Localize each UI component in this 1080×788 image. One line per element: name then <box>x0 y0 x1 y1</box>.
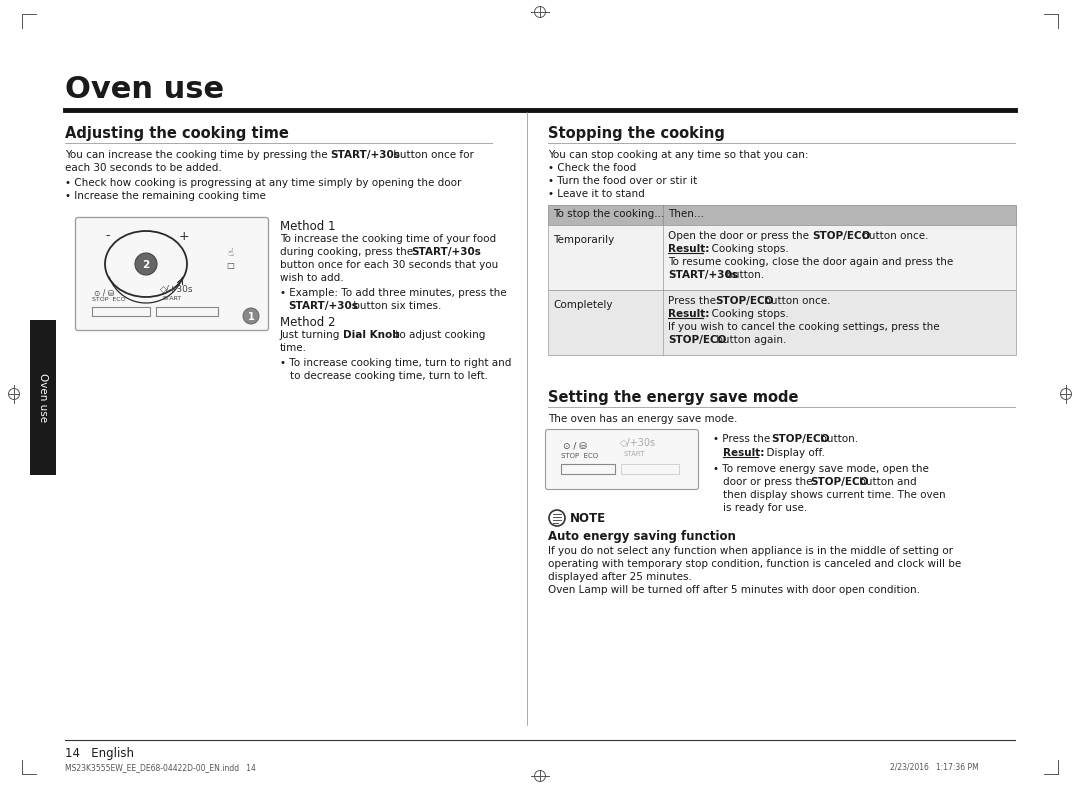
Text: ◇/+30s: ◇/+30s <box>160 285 193 294</box>
Text: MS23K3555EW_EE_DE68-04422D-00_EN.indd   14: MS23K3555EW_EE_DE68-04422D-00_EN.indd 14 <box>65 763 256 772</box>
Text: Dial Knob: Dial Knob <box>343 330 400 340</box>
Text: Auto energy saving function: Auto energy saving function <box>548 530 735 543</box>
Text: button once.: button once. <box>859 231 929 241</box>
Text: Adjusting the cooking time: Adjusting the cooking time <box>65 126 288 141</box>
Text: STOP/ECO: STOP/ECO <box>715 296 773 306</box>
Text: Result:: Result: <box>669 244 710 254</box>
Text: If you do not select any function when appliance is in the middle of setting or: If you do not select any function when a… <box>548 546 953 556</box>
Text: To stop the cooking...: To stop the cooking... <box>553 209 664 219</box>
Bar <box>548 205 1016 225</box>
Text: START/+30s: START/+30s <box>411 247 481 257</box>
Text: START/+30s: START/+30s <box>288 301 357 311</box>
Text: button once for: button once for <box>390 150 474 160</box>
Text: time.: time. <box>280 343 307 353</box>
Text: • Turn the food over or stir it: • Turn the food over or stir it <box>548 176 698 186</box>
Bar <box>548 290 1016 355</box>
Text: ☝: ☝ <box>227 248 233 258</box>
Text: wish to add.: wish to add. <box>280 273 343 283</box>
Text: button.: button. <box>723 270 765 280</box>
Text: ⊙ / ⛁: ⊙ / ⛁ <box>94 288 114 297</box>
Text: To resume cooking, close the door again and press the: To resume cooking, close the door again … <box>669 257 954 267</box>
FancyBboxPatch shape <box>76 217 269 330</box>
Bar <box>621 464 679 474</box>
Text: Oven Lamp will be turned off after 5 minutes with door open condition.: Oven Lamp will be turned off after 5 min… <box>548 585 920 595</box>
FancyBboxPatch shape <box>545 429 699 489</box>
Text: Result:: Result: <box>669 309 710 319</box>
Text: door or press the: door or press the <box>723 477 815 487</box>
Text: Open the door or press the: Open the door or press the <box>669 231 812 241</box>
Text: then display shows current time. The oven: then display shows current time. The ove… <box>723 490 946 500</box>
Circle shape <box>135 253 157 275</box>
Bar <box>30 320 56 475</box>
Text: -: - <box>106 229 110 243</box>
Text: • Example: To add three minutes, press the: • Example: To add three minutes, press t… <box>280 288 507 298</box>
Text: displayed after 25 minutes.: displayed after 25 minutes. <box>548 572 692 582</box>
Circle shape <box>243 308 259 324</box>
Text: STOP  ECO: STOP ECO <box>561 453 598 459</box>
Text: You can increase the cooking time by pressing the: You can increase the cooking time by pre… <box>65 150 330 160</box>
Text: ⊙ / ⛁: ⊙ / ⛁ <box>563 441 586 450</box>
Text: STOP/ECO: STOP/ECO <box>771 434 829 444</box>
Text: You can stop cooking at any time so that you can:: You can stop cooking at any time so that… <box>548 150 809 160</box>
Text: ◇/+30s: ◇/+30s <box>620 438 657 448</box>
Bar <box>548 225 1016 290</box>
Text: • Check the food: • Check the food <box>548 163 636 173</box>
Text: Result:: Result: <box>723 448 765 458</box>
Bar <box>156 307 218 316</box>
Text: Press the: Press the <box>669 296 719 306</box>
Text: START/+30s: START/+30s <box>669 270 738 280</box>
Text: Display off.: Display off. <box>760 448 825 458</box>
Text: STOP/ECO: STOP/ECO <box>669 335 727 345</box>
Text: button and: button and <box>856 477 917 487</box>
Text: Setting the energy save mode: Setting the energy save mode <box>548 390 798 405</box>
Text: □: □ <box>226 261 234 270</box>
Text: to adjust cooking: to adjust cooking <box>392 330 485 340</box>
Text: • To remove energy save mode, open the: • To remove energy save mode, open the <box>713 464 929 474</box>
Text: during cooking, press the: during cooking, press the <box>280 247 417 257</box>
Text: button once for each 30 seconds that you: button once for each 30 seconds that you <box>280 260 498 270</box>
Text: Method 1: Method 1 <box>280 220 336 233</box>
Text: Then...: Then... <box>669 209 704 219</box>
Text: • Press the: • Press the <box>713 434 773 444</box>
Text: Oven use: Oven use <box>38 373 48 422</box>
Text: START: START <box>163 296 183 301</box>
Text: START: START <box>624 451 646 457</box>
Text: button again.: button again. <box>713 335 786 345</box>
Text: The oven has an energy save mode.: The oven has an energy save mode. <box>548 414 738 424</box>
Bar <box>92 307 150 316</box>
Circle shape <box>549 510 565 526</box>
Text: If you wish to cancel the cooking settings, press the: If you wish to cancel the cooking settin… <box>669 322 940 332</box>
Text: +: + <box>178 229 189 243</box>
Text: Cooking stops.: Cooking stops. <box>705 244 788 254</box>
Text: STOP/ECO: STOP/ECO <box>812 231 870 241</box>
Text: STOP  ECO: STOP ECO <box>92 297 125 302</box>
Text: • Leave it to stand: • Leave it to stand <box>548 189 645 199</box>
Text: • To increase cooking time, turn to right and: • To increase cooking time, turn to righ… <box>280 358 511 368</box>
Text: 2: 2 <box>143 260 150 270</box>
Text: NOTE: NOTE <box>570 512 606 525</box>
Text: STOP/ECO: STOP/ECO <box>810 477 868 487</box>
Text: • Increase the remaining cooking time: • Increase the remaining cooking time <box>65 191 266 201</box>
Text: Completely: Completely <box>553 300 612 310</box>
Text: Just turning: Just turning <box>280 330 343 340</box>
Text: 14   English: 14 English <box>65 747 134 760</box>
Text: to decrease cooking time, turn to left.: to decrease cooking time, turn to left. <box>291 371 488 381</box>
Text: To increase the cooking time of your food: To increase the cooking time of your foo… <box>280 234 496 244</box>
Text: button.: button. <box>816 434 859 444</box>
Text: START/+30s: START/+30s <box>330 150 400 160</box>
Text: is ready for use.: is ready for use. <box>723 503 807 513</box>
Text: Temporarily: Temporarily <box>553 235 615 245</box>
Text: 1: 1 <box>247 312 255 322</box>
Text: 2/23/2016   1:17:36 PM: 2/23/2016 1:17:36 PM <box>890 763 978 772</box>
Text: operating with temporary stop condition, function is canceled and clock will be: operating with temporary stop condition,… <box>548 559 961 569</box>
Text: button once.: button once. <box>761 296 831 306</box>
Text: Cooking stops.: Cooking stops. <box>705 309 788 319</box>
Text: • Check how cooking is progressing at any time simply by opening the door: • Check how cooking is progressing at an… <box>65 178 461 188</box>
Text: Stopping the cooking: Stopping the cooking <box>548 126 725 141</box>
Text: Method 2: Method 2 <box>280 316 336 329</box>
Text: Oven use: Oven use <box>65 75 225 104</box>
Text: each 30 seconds to be added.: each 30 seconds to be added. <box>65 163 221 173</box>
Text: button six times.: button six times. <box>350 301 442 311</box>
Bar <box>561 464 615 474</box>
